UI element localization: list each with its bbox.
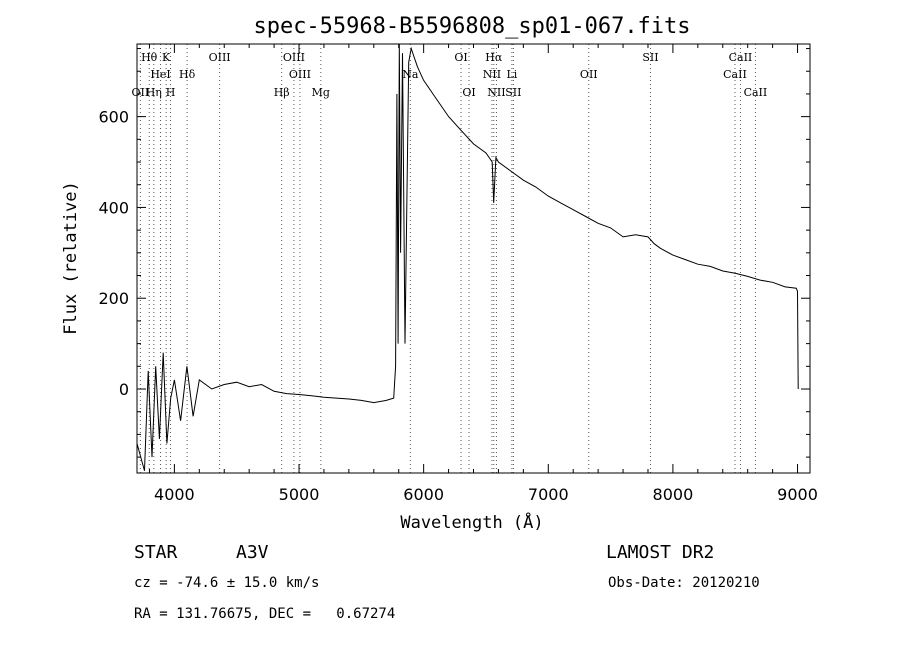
line-label-6: SII [642, 51, 658, 64]
line-label-18: H [166, 86, 176, 99]
y-tick-label-1: 200 [98, 289, 129, 308]
spectral-line-markers [139, 44, 756, 473]
line-label-19: Hβ [274, 86, 290, 99]
spectrum-series-line [136, 43, 799, 471]
redshift-readout: cz = -74.6 ± 15.0 km/s [134, 575, 320, 591]
line-label-8: HeI [150, 68, 170, 81]
line-label-10: OIII [289, 68, 311, 81]
line-label-1: K [162, 51, 171, 64]
x-axis-label: Wavelength (Å) [400, 511, 543, 533]
x-tick-label-2: 6000 [403, 485, 444, 504]
y-tick-label-2: 400 [98, 198, 129, 217]
line-label-7: CaII [729, 51, 753, 64]
x-tick-label-5: 9000 [777, 485, 818, 504]
object-class: STAR [134, 542, 178, 563]
line-label-0: Hθ [141, 51, 158, 64]
line-label-9: Hδ [179, 68, 196, 81]
coordinates-readout: RA = 131.76675, DEC = 0.67274 [134, 606, 396, 622]
line-label-13: Li [506, 68, 517, 81]
line-label-24: CaII [744, 86, 768, 99]
line-label-4: OI [454, 51, 467, 64]
line-label-17: Hη [146, 86, 162, 99]
line-label-23: SII [505, 86, 521, 99]
x-tick-label-0: 4000 [154, 485, 195, 504]
line-label-16: OII [132, 86, 150, 99]
y-axis-label: Flux (relative) [61, 181, 81, 335]
obs-date: Obs-Date: 20120210 [608, 575, 760, 591]
line-label-12: NII [483, 68, 501, 81]
x-tick-label-4: 8000 [653, 485, 694, 504]
line-label-20: Mg [312, 86, 330, 99]
x-tick-label-3: 7000 [528, 485, 569, 504]
survey-label: LAMOST DR2 [606, 542, 715, 563]
line-label-11: Na [402, 68, 419, 81]
line-label-3: OIII [283, 51, 305, 64]
line-label-21: OI [462, 86, 475, 99]
plot-frame [136, 43, 811, 474]
line-label-14: OII [580, 68, 598, 81]
line-label-22: NII [487, 86, 505, 99]
y-axis-ticks: 0 200 400 600 [98, 48, 810, 458]
y-tick-label-0: 0 [119, 380, 129, 399]
x-tick-label-1: 5000 [279, 485, 320, 504]
line-label-5: Hα [485, 51, 503, 64]
line-label-15: CaII [723, 68, 747, 81]
chart-title: spec-55968-B5596808_sp01-067.fits [253, 14, 690, 39]
line-label-2: OIII [209, 51, 231, 64]
object-subclass: A3V [236, 542, 269, 563]
x-axis-ticks: 4000 5000 6000 7000 8000 9000 [148, 44, 818, 504]
y-tick-label-3: 600 [98, 108, 129, 127]
